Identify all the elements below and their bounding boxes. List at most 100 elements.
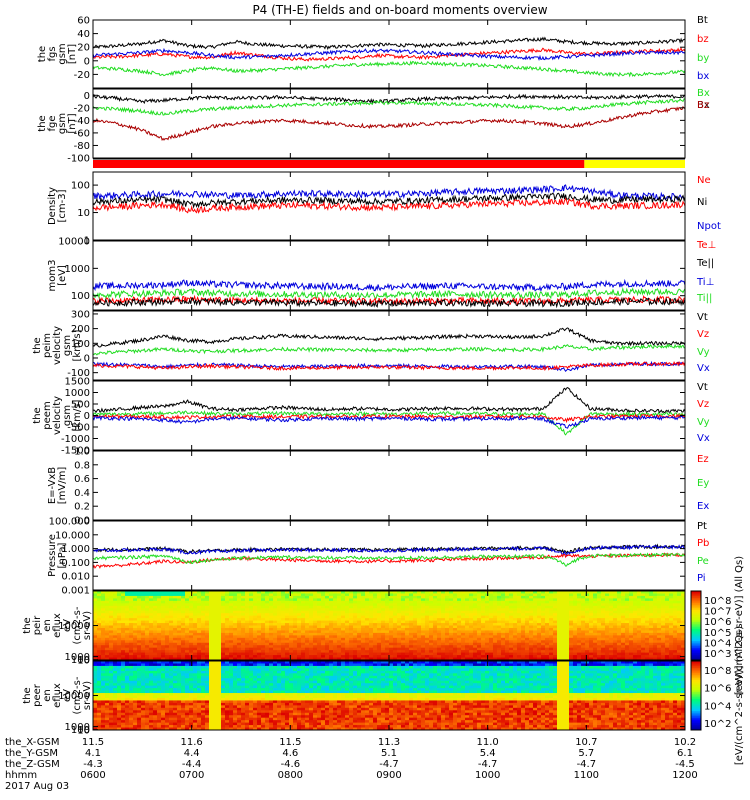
ylabel-8-6: sr-eV) — [82, 611, 93, 640]
series-line-vz — [93, 360, 685, 372]
xrow-value-1-2: 4.6 — [282, 748, 298, 759]
xrow-value-2-3: -4.7 — [379, 759, 399, 770]
ylabel-4-3: gsm — [62, 335, 73, 356]
ytick-label-3-2: 100 — [71, 291, 90, 302]
colorbar-tick-8-0: 10^8 — [704, 596, 731, 607]
colorbar-tick-8-2: 10^6 — [704, 617, 731, 628]
series-line-vx — [93, 360, 685, 372]
colorbar-label-8: [eV/(cm^2-s-sr-eV)] (All Qs) — [734, 556, 745, 695]
ytick-label-9-3: 10 — [77, 726, 90, 737]
legend-7-2: Pe — [697, 556, 709, 567]
ytick-label-5-5: -1000 — [61, 434, 90, 445]
legend-4-0: Vt — [697, 312, 708, 323]
xrow-value-2-4: -4.7 — [478, 759, 498, 770]
xrow-value-1-3: 5.1 — [381, 748, 397, 759]
legend-3-2: Ti⊥ — [696, 277, 714, 288]
ylabel-8-5: (cm2-s- — [72, 606, 83, 644]
ylabel-9-6: sr-eV) — [82, 681, 93, 710]
colorbar-tick-9-0: 10^8 — [704, 666, 731, 677]
ytick-label-7-1: 10.000 — [55, 530, 90, 541]
ylabel-8-3: eflux — [52, 613, 63, 638]
ylabel-9-3: eflux — [52, 683, 63, 708]
ylabel-1-0: the — [37, 115, 48, 131]
series-line-vt — [93, 387, 685, 414]
panel-frame-4 — [92, 310, 686, 381]
legend-5-2: Vy — [697, 417, 710, 428]
time-tick-5: 1100 — [574, 770, 599, 781]
ytick-label-5-1: 1000 — [65, 388, 90, 399]
legend-7-1: Pb — [697, 538, 709, 549]
legend-0-1: bz — [697, 34, 709, 45]
legend-0-2: by — [697, 53, 709, 64]
ytick-label-5-0: 1500 — [65, 377, 90, 388]
series-line-pt — [93, 543, 685, 555]
legend-1-2: Bz — [697, 100, 709, 111]
xrow-label-0: the_X-GSM — [5, 737, 59, 748]
ylabel-0-2: gsm — [57, 43, 68, 64]
ytick-label-5-2: 500 — [71, 400, 90, 411]
legend-7-0: Pt — [697, 521, 707, 532]
series-line-by — [93, 60, 685, 78]
panel-frame-6 — [92, 450, 686, 521]
series-line-vy — [93, 343, 685, 356]
ylabel-4-2: velocity — [52, 326, 63, 365]
series-group-3 — [93, 278, 685, 309]
colorbar-tick-8-1: 10^7 — [704, 607, 731, 618]
ytick-label-6-2: 0.6 — [74, 474, 90, 485]
ylabel-4-4: [km/s] — [72, 329, 83, 361]
ytick-label-6-5: 0.0 — [74, 516, 90, 527]
ytick-label-4-4: -100 — [67, 368, 90, 379]
legend-3-3: Ti|| — [696, 293, 712, 304]
legend-6-2: Ex — [697, 501, 709, 512]
ytick-label-7-0: 100.000 — [49, 517, 90, 528]
xrow-label-1: the_Y-GSM — [5, 748, 58, 759]
xrow-value-2-5: -4.7 — [577, 759, 597, 770]
xrow-value-1-1: 4.4 — [184, 748, 200, 759]
ylabel-7-0: Pressure — [47, 534, 58, 577]
ylabel-0-0: the — [37, 46, 48, 62]
status-bar — [93, 158, 685, 168]
colorbar-8: 10^810^710^610^510^410^3 — [690, 590, 731, 661]
series-group-4 — [93, 327, 685, 372]
series-line-pe — [93, 552, 685, 567]
ylabel-1-3: [nT] — [67, 113, 78, 133]
legend-6-1: Ey — [697, 478, 709, 489]
ytick-label-3-1: 1000 — [65, 264, 90, 275]
ytick-label-5-6: -1500 — [61, 446, 90, 457]
ytick-label-6-4: 0.2 — [74, 502, 90, 513]
series-line-vy — [93, 409, 685, 436]
legend-7-3: Pi — [697, 573, 706, 584]
ylabel-5-1: peem — [42, 401, 53, 429]
legend-2-2: Npot — [697, 221, 721, 232]
series-line-vt — [93, 327, 685, 348]
ylabel-6-0: E=-VxB — [47, 467, 58, 504]
xrow-value-1-4: 5.4 — [480, 748, 496, 759]
series-group-7 — [93, 543, 685, 569]
panel-3: Te⊥ Te|| Ti⊥ Ti|| 10000 1000 100 mom3 [eV] — [47, 237, 716, 311]
ylabel-2-0: Density — [47, 187, 58, 225]
colorbar-tick-9-2: 10^4 — [704, 701, 731, 712]
legend-2-1: Ni — [697, 197, 707, 208]
panel-0: Bt bz by bx 60 40 20 0 -20 the fgs gsm [nT] — [37, 15, 709, 89]
ylabel-9-2: en — [42, 689, 53, 702]
ytick-label-4-3: 0 — [84, 353, 90, 364]
legend-2-0: Ne — [697, 175, 711, 186]
series-group-1 — [93, 93, 685, 141]
legend-0-3: bx — [697, 71, 709, 82]
ytick-label-3-0: 10000 — [58, 237, 90, 248]
time-label: hhmm — [5, 770, 37, 781]
ytick-label-1-3: -60 — [74, 128, 90, 139]
ytick-label-4-1: 200 — [71, 324, 90, 335]
panel-7: PtPbPePi100.00010.0001.0000.1000.0100.00… — [47, 517, 709, 597]
ylabel-8-0: the — [22, 617, 33, 633]
series-line-ti- — [93, 278, 685, 293]
ytick-label-1-1: -20 — [74, 103, 90, 114]
ytick-label-1-2: -40 — [74, 116, 90, 127]
panel-2: Ne Ni Npot 100 10 1 Density [cm-3] — [47, 171, 721, 247]
ytick-label-5-3: 0 — [84, 411, 90, 422]
heatmap-cells-9 — [93, 661, 686, 731]
ytick-label-7-2: 1.000 — [61, 544, 90, 555]
series-line-bt — [93, 36, 685, 51]
